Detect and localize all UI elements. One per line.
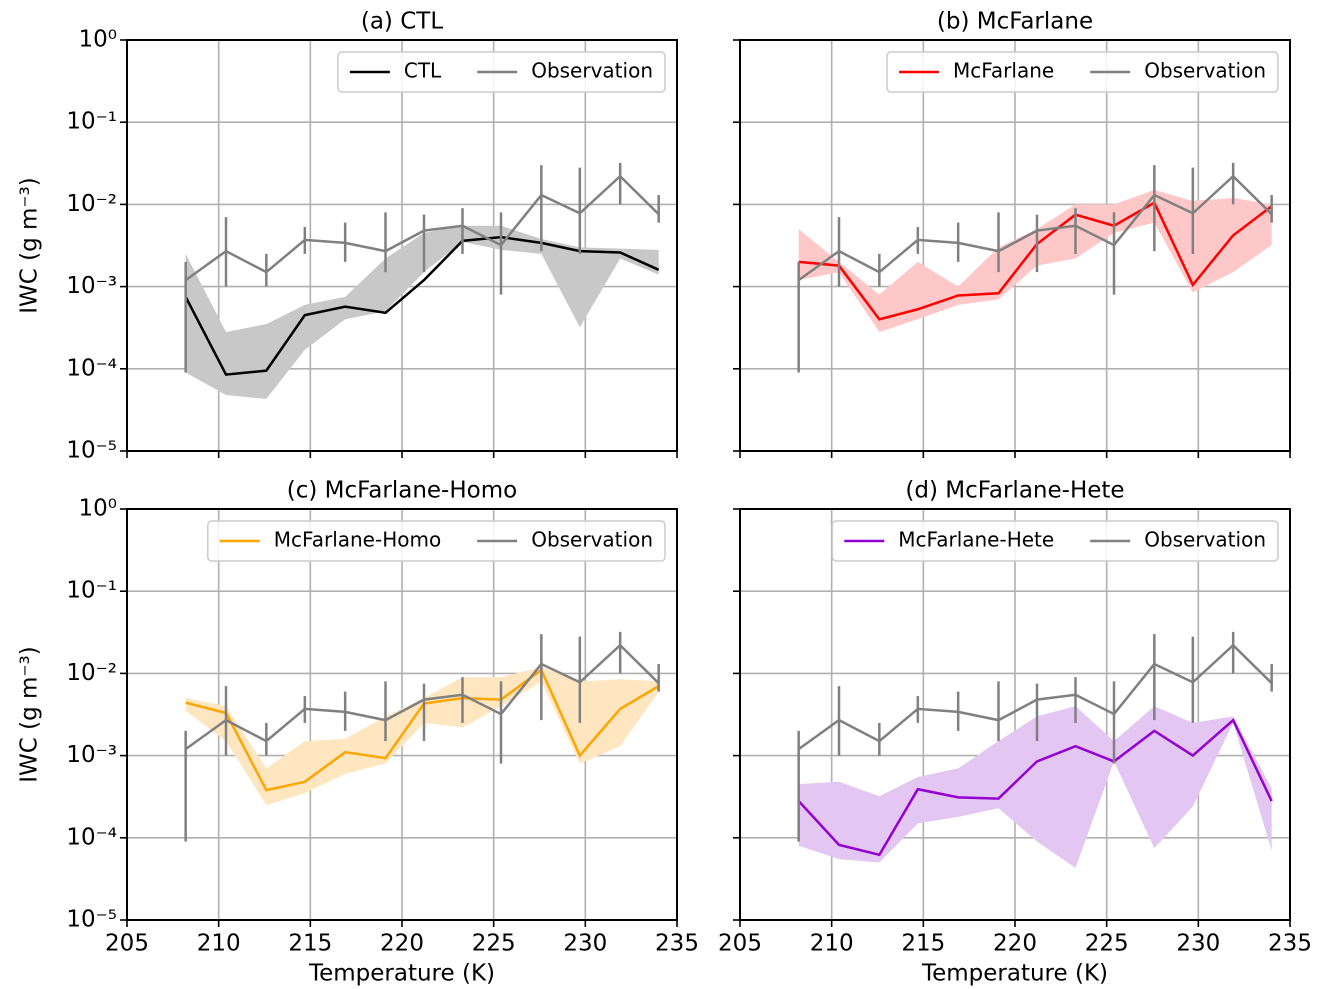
- y-tick-label: 10⁰: [79, 27, 118, 53]
- spread-band: [185, 666, 659, 806]
- y-axis-label: IWC (g m⁻³): [17, 177, 43, 314]
- legend-label: McFarlane-Homo: [274, 528, 441, 552]
- series-line: [184, 643, 660, 751]
- plot-frame: [126, 39, 678, 452]
- legend-label: Observation: [1144, 59, 1266, 83]
- y-axis-label: IWC (g m⁻³): [17, 646, 43, 783]
- y-tick-label: 10⁻⁵: [66, 438, 117, 464]
- y-tick-label: 10⁻⁴: [66, 355, 117, 381]
- legend-label: McFarlane: [953, 59, 1054, 83]
- legend: McFarlane-Hete Observation: [831, 520, 1279, 562]
- x-tick-label: 220: [380, 931, 424, 957]
- spread-band: [798, 189, 1272, 333]
- x-axis-label: Temperature (K): [921, 961, 1108, 987]
- legend: McFarlane Observation: [886, 51, 1279, 93]
- legend-box: [831, 520, 1279, 562]
- legend-label: Observation: [531, 59, 653, 83]
- x-tick-label: 230: [1176, 931, 1220, 957]
- legend-label: Observation: [1144, 528, 1266, 552]
- y-tick-label: 10⁻²: [66, 191, 117, 217]
- y-tick-label: 10⁻³: [66, 273, 117, 299]
- legend-label: McFarlane-Hete: [898, 528, 1054, 552]
- legend: CTL Observation: [337, 51, 666, 93]
- panel-title: (b) McFarlane: [937, 9, 1093, 35]
- plot-frame: [739, 39, 1291, 452]
- x-tick-label: 220: [993, 931, 1037, 957]
- plot-frame: [739, 508, 1291, 921]
- x-tick-label: 210: [810, 931, 854, 957]
- x-tick-label: 230: [563, 931, 607, 957]
- legend-label: Observation: [531, 528, 653, 552]
- x-tick-label: 205: [105, 931, 149, 957]
- legend-box: [886, 51, 1279, 93]
- series-line: [797, 643, 1273, 751]
- x-tick-label: 205: [718, 931, 762, 957]
- x-tick-label: 235: [1268, 931, 1312, 957]
- legend-box: [207, 520, 666, 562]
- x-tick-label: 235: [655, 931, 699, 957]
- x-tick-label: 210: [197, 931, 241, 957]
- plot-frame: [126, 508, 678, 921]
- series-line: [184, 174, 660, 282]
- series-line: [797, 718, 1273, 857]
- spread-band: [185, 225, 659, 399]
- x-tick-label: 225: [1085, 931, 1129, 957]
- y-tick-label: 10⁻¹: [66, 578, 117, 604]
- legend: McFarlane-Homo Observation: [207, 520, 666, 562]
- series-line: [797, 174, 1273, 282]
- panel-title: (d) McFarlane-Hete: [905, 478, 1124, 504]
- spread-band: [798, 706, 1272, 868]
- panel-title: (c) McFarlane-Homo: [287, 478, 517, 504]
- y-tick-label: 10⁻⁴: [66, 824, 117, 850]
- y-tick-label: 10⁻¹: [66, 109, 117, 135]
- y-tick-label: 10⁻³: [66, 742, 117, 768]
- y-tick-label: 10⁻⁵: [66, 907, 117, 933]
- legend-label: CTL: [404, 59, 442, 83]
- panel-title: (a) CTL: [361, 9, 443, 35]
- x-tick-label: 225: [472, 931, 516, 957]
- y-tick-label: 10⁰: [79, 496, 118, 522]
- x-tick-label: 215: [901, 931, 945, 957]
- x-axis-label: Temperature (K): [308, 961, 495, 987]
- y-tick-label: 10⁻²: [66, 660, 117, 686]
- x-tick-label: 215: [288, 931, 332, 957]
